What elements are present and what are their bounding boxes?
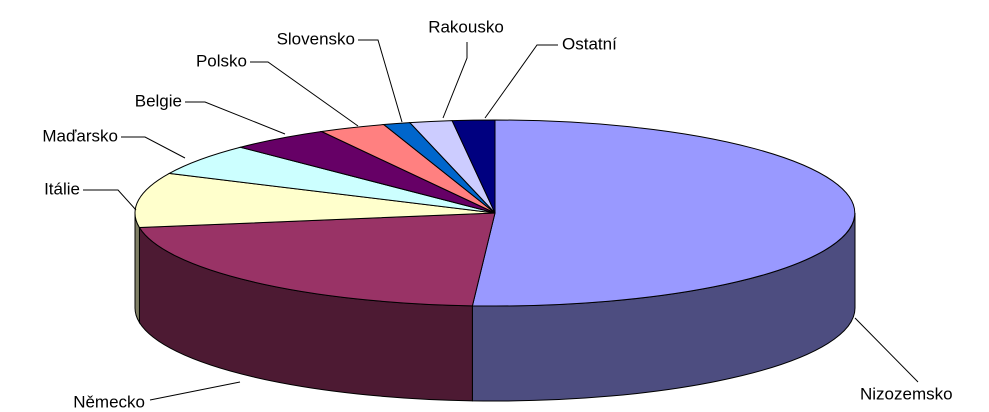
pie-slice	[471, 119, 856, 307]
pie-slice	[451, 119, 496, 214]
pie-side	[134, 212, 140, 325]
slice-label: Ostatní	[562, 34, 617, 53]
slice-label: Německo	[73, 392, 145, 411]
slice-label: Slovensko	[277, 29, 355, 48]
pie-slice	[134, 172, 496, 229]
leader-line	[121, 136, 186, 159]
leader-line	[250, 61, 359, 127]
pie-slice	[138, 212, 496, 307]
slice-label: Maďarsko	[42, 126, 118, 145]
slice-label: Polsko	[196, 51, 247, 70]
leader-line	[358, 39, 403, 123]
leader-line	[83, 189, 137, 211]
leader-line	[149, 381, 241, 401]
leader-line	[442, 42, 468, 119]
leader-line	[185, 101, 286, 135]
slice-label: Belgie	[135, 91, 182, 110]
leader-line	[484, 44, 558, 119]
slice-label: Itálie	[44, 179, 80, 198]
slice-label: Rakousko	[428, 17, 504, 36]
leader-line	[854, 317, 919, 383]
slice-label: Nizozemsko	[860, 384, 953, 403]
